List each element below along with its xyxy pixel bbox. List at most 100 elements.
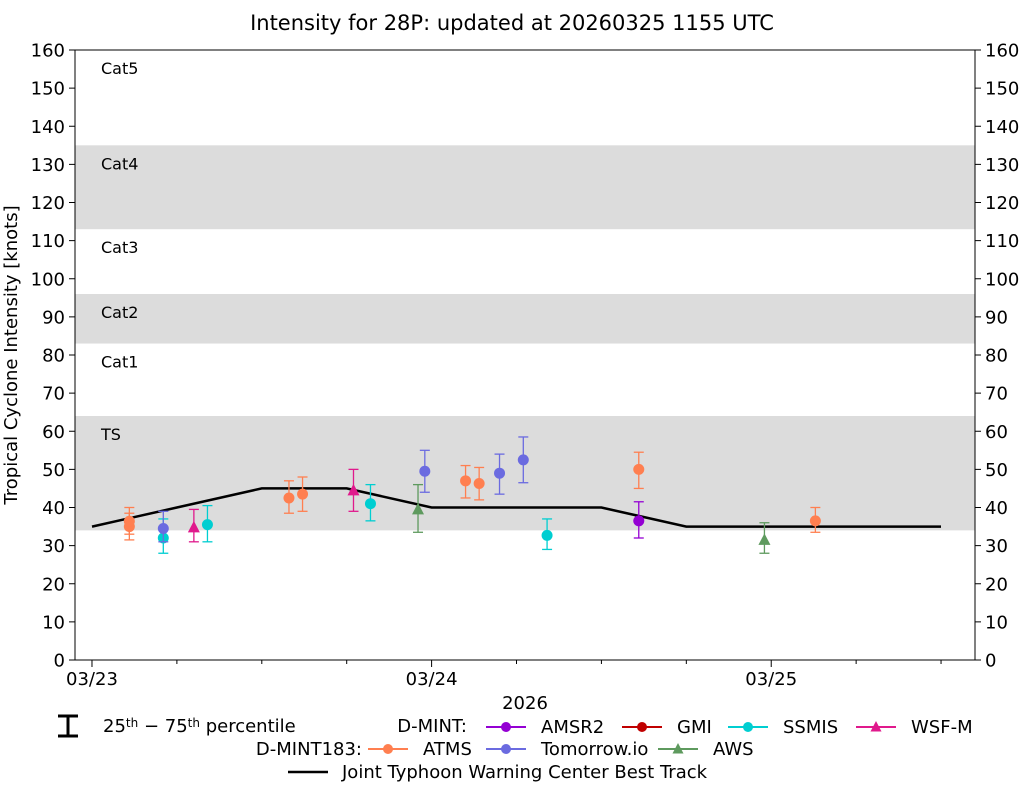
category-label-cat2: Cat2: [101, 303, 138, 322]
percentile-text-part: th: [188, 716, 200, 730]
y-tick-label-left: 50: [42, 460, 65, 481]
ssmis-point: [364, 483, 376, 522]
y-tick-label-left: 110: [31, 231, 65, 252]
y-tick-label-left: 10: [42, 612, 65, 633]
legend-entry-aws: AWS: [658, 739, 754, 760]
marker-circle: [460, 475, 472, 487]
y-tick-label-left: 30: [42, 536, 65, 557]
y-axis-label: Tropical Cyclone Intensity [knots]: [1, 205, 22, 505]
tomorrow-io-point: [157, 510, 169, 543]
x-axis: 03/23 03/24 03/25: [66, 660, 942, 690]
legend-entry-atms: ATMS: [368, 739, 472, 760]
marker-circle: [494, 467, 506, 479]
marker-circle: [297, 488, 309, 500]
legend-label: SSMIS: [783, 717, 838, 738]
legend-label: AWS: [713, 739, 754, 760]
atms-point: [283, 480, 295, 514]
marker-circle: [283, 492, 295, 504]
chart-title: Intensity for 28P: updated at 20260325 1…: [250, 11, 774, 35]
legend: 25th − 75th percentile D-MINT:D-MINT183:A…: [58, 714, 973, 783]
category-band-cat2: [75, 294, 975, 344]
marker-circle: [473, 477, 485, 489]
y-tick-label-left: 80: [42, 346, 65, 367]
category-label-cat5: Cat5: [101, 59, 138, 78]
ssmis-point: [201, 504, 213, 543]
y-tick-label-right: 100: [985, 269, 1019, 290]
aws-point: [412, 483, 425, 533]
percentile-text-part: 75: [165, 716, 188, 737]
legend-marker-triangle: [672, 743, 684, 754]
legend-label: Joint Typhoon Warning Center Best Track: [341, 762, 708, 783]
legend-marker-circle: [501, 722, 511, 732]
atms-point: [473, 466, 485, 501]
marker-triangle: [412, 502, 425, 515]
legend-marker-circle: [501, 744, 511, 754]
y-axis-left: 0 10 20 30 40 50 60 70 80 90 100 110 120 130 140 150 160: [31, 41, 75, 672]
atms-point: [633, 451, 645, 490]
y-tick-label-left: 140: [31, 117, 65, 138]
category-label-cat3: Cat3: [101, 238, 138, 257]
x-tick-label: 03/24: [406, 669, 458, 690]
y-tick-label-right: 140: [985, 117, 1019, 138]
y-tick-label-right: 40: [985, 498, 1008, 519]
legend-marker-circle: [743, 722, 753, 732]
y-tick-label-left: 70: [42, 384, 65, 405]
x-axis-label: 2026: [502, 693, 548, 714]
y-tick-label-right: 120: [985, 193, 1019, 214]
legend-marker-triangle: [870, 721, 882, 732]
legend-marker-circle: [637, 722, 647, 732]
ssmis-point: [541, 518, 553, 551]
percentile-text-part: percentile: [200, 716, 296, 737]
percentile-text-part: −: [138, 716, 165, 737]
y-tick-label-left: 0: [54, 651, 65, 672]
y-tick-label-right: 50: [985, 460, 1008, 481]
legend-entry-amsr2: AMSR2: [486, 717, 604, 738]
wsf-m-point: [347, 468, 360, 512]
category-label-ts: TS: [100, 425, 121, 444]
marker-circle: [633, 515, 645, 527]
data-markers: [123, 436, 821, 554]
x-tick-label: 03/23: [66, 669, 118, 690]
y-tick-label-right: 10: [985, 612, 1008, 633]
y-tick-label-right: 90: [985, 307, 1008, 328]
y-tick-label-left: 40: [42, 498, 65, 519]
x-tick-label: 03/25: [745, 669, 797, 690]
dmint-group-label: D-MINT:: [397, 716, 467, 737]
atms-point: [809, 506, 821, 533]
category-band-cat4: [75, 145, 975, 230]
category-label-cat4: Cat4: [101, 154, 138, 173]
category-labels: TS Cat1 Cat2 Cat3 Cat4 Cat5: [100, 59, 138, 444]
y-tick-label-right: 80: [985, 346, 1008, 367]
legend-entry-tomorrow-io: Tomorrow.io: [486, 739, 648, 760]
legend-label: GMI: [677, 717, 712, 738]
y-tick-label-left: 20: [42, 574, 65, 595]
y-tick-label-left: 90: [42, 307, 65, 328]
atms-point: [123, 506, 135, 535]
marker-circle: [633, 463, 645, 475]
y-tick-label-right: 0: [985, 651, 996, 672]
legend-marker-circle: [383, 744, 393, 754]
legend-entry-ssmis: SSMIS: [728, 717, 838, 738]
marker-circle: [517, 454, 529, 466]
marker-circle: [419, 465, 431, 477]
y-tick-label-left: 120: [31, 193, 65, 214]
category-band-ts: [75, 416, 975, 531]
legend-entry-best-track: Joint Typhoon Warning Center Best Track: [288, 762, 708, 783]
y-tick-label-right: 70: [985, 384, 1008, 405]
legend-entry-gmi: GMI: [622, 717, 712, 738]
marker-circle: [157, 522, 169, 534]
category-label-cat1: Cat1: [101, 353, 138, 372]
percentile-legend-text: 25th − 75th percentile: [103, 716, 296, 737]
y-tick-label-left: 130: [31, 155, 65, 176]
best-track-polyline: [91, 487, 941, 528]
y-tick-label-right: 110: [985, 231, 1019, 252]
marker-circle: [364, 498, 376, 510]
marker-circle: [541, 529, 553, 541]
legend-entry-wsf-m: WSF-M: [856, 717, 973, 738]
y-axis-right: 0 10 20 30 40 50 60 70 80 90 100 110 120 130 140 150 160: [975, 41, 1019, 672]
marker-triangle: [187, 520, 200, 533]
aws-point: [758, 522, 771, 554]
y-tick-label-right: 60: [985, 422, 1008, 443]
best-track-line: [91, 487, 941, 528]
